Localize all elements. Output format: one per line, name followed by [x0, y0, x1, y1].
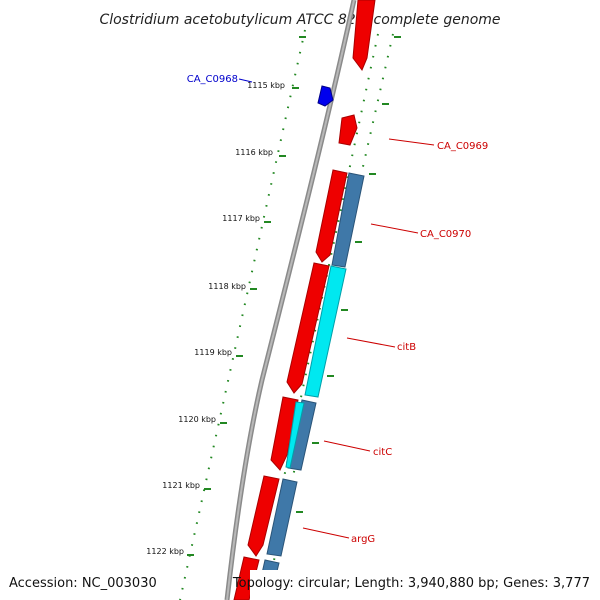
cds-feature: [315, 169, 348, 263]
ruler-label: 1117 kbp: [222, 214, 260, 223]
ruler-label: 1119 kbp: [194, 348, 232, 357]
gene-label-ca-c0969[interactable]: CA_C0969: [437, 141, 488, 152]
ruler-labels: 1115 kbp 1116 kbp 1117 kbp 1118 kbp 1119…: [146, 81, 285, 556]
topology-text: Topology: circular; Length: 3,940,880 bp…: [232, 576, 590, 591]
cds-feature: [270, 396, 299, 471]
major-ticks-right: [279, 36, 401, 579]
gene-label-ca-c0968[interactable]: CA_C0968: [187, 74, 238, 85]
cds-feature: [338, 114, 358, 146]
ruler-label: 1122 kbp: [146, 547, 184, 556]
major-ticks-left: [187, 36, 306, 556]
cds-feature: [233, 556, 260, 600]
map-title: Clostridium acetobutylicum ATCC 824, com…: [99, 12, 500, 28]
feature-track-secondary: [255, 172, 365, 600]
steelblue-feature: [331, 172, 365, 268]
ruler-label: 1115 kbp: [247, 81, 285, 90]
cyan-feature: [304, 265, 347, 398]
cds-track-blue: [317, 85, 334, 107]
label-connectors: [238, 78, 435, 539]
ruler-label: 1116 kbp: [235, 148, 273, 157]
cds-track-red: [233, 0, 376, 600]
cyan-feature: [285, 401, 305, 469]
ruler-label: 1121 kbp: [162, 481, 200, 490]
footer-right-backdrop: [250, 570, 600, 600]
gene-labels: CA_C0968 CA_C0969 CA_C0970 citB citC arg…: [187, 74, 489, 545]
cds-feature: [247, 475, 280, 557]
ruler-label: 1118 kbp: [208, 282, 246, 291]
accession-text: Accession: NC_003030: [9, 576, 157, 591]
gene-label-ca-c0970[interactable]: CA_C0970: [420, 229, 471, 240]
cds-feature: [352, 0, 376, 71]
steelblue-feature: [266, 478, 298, 557]
outer-tick-ring: [179, 29, 306, 600]
cds-feature: [286, 262, 330, 394]
cds-feature: [317, 85, 334, 107]
genome-backbone: [224, 0, 357, 600]
gene-label-citb[interactable]: citB: [397, 342, 416, 353]
gene-label-citc[interactable]: citC: [373, 447, 392, 458]
gene-label-argg[interactable]: argG: [351, 534, 375, 545]
ruler-label: 1120 kbp: [178, 415, 216, 424]
